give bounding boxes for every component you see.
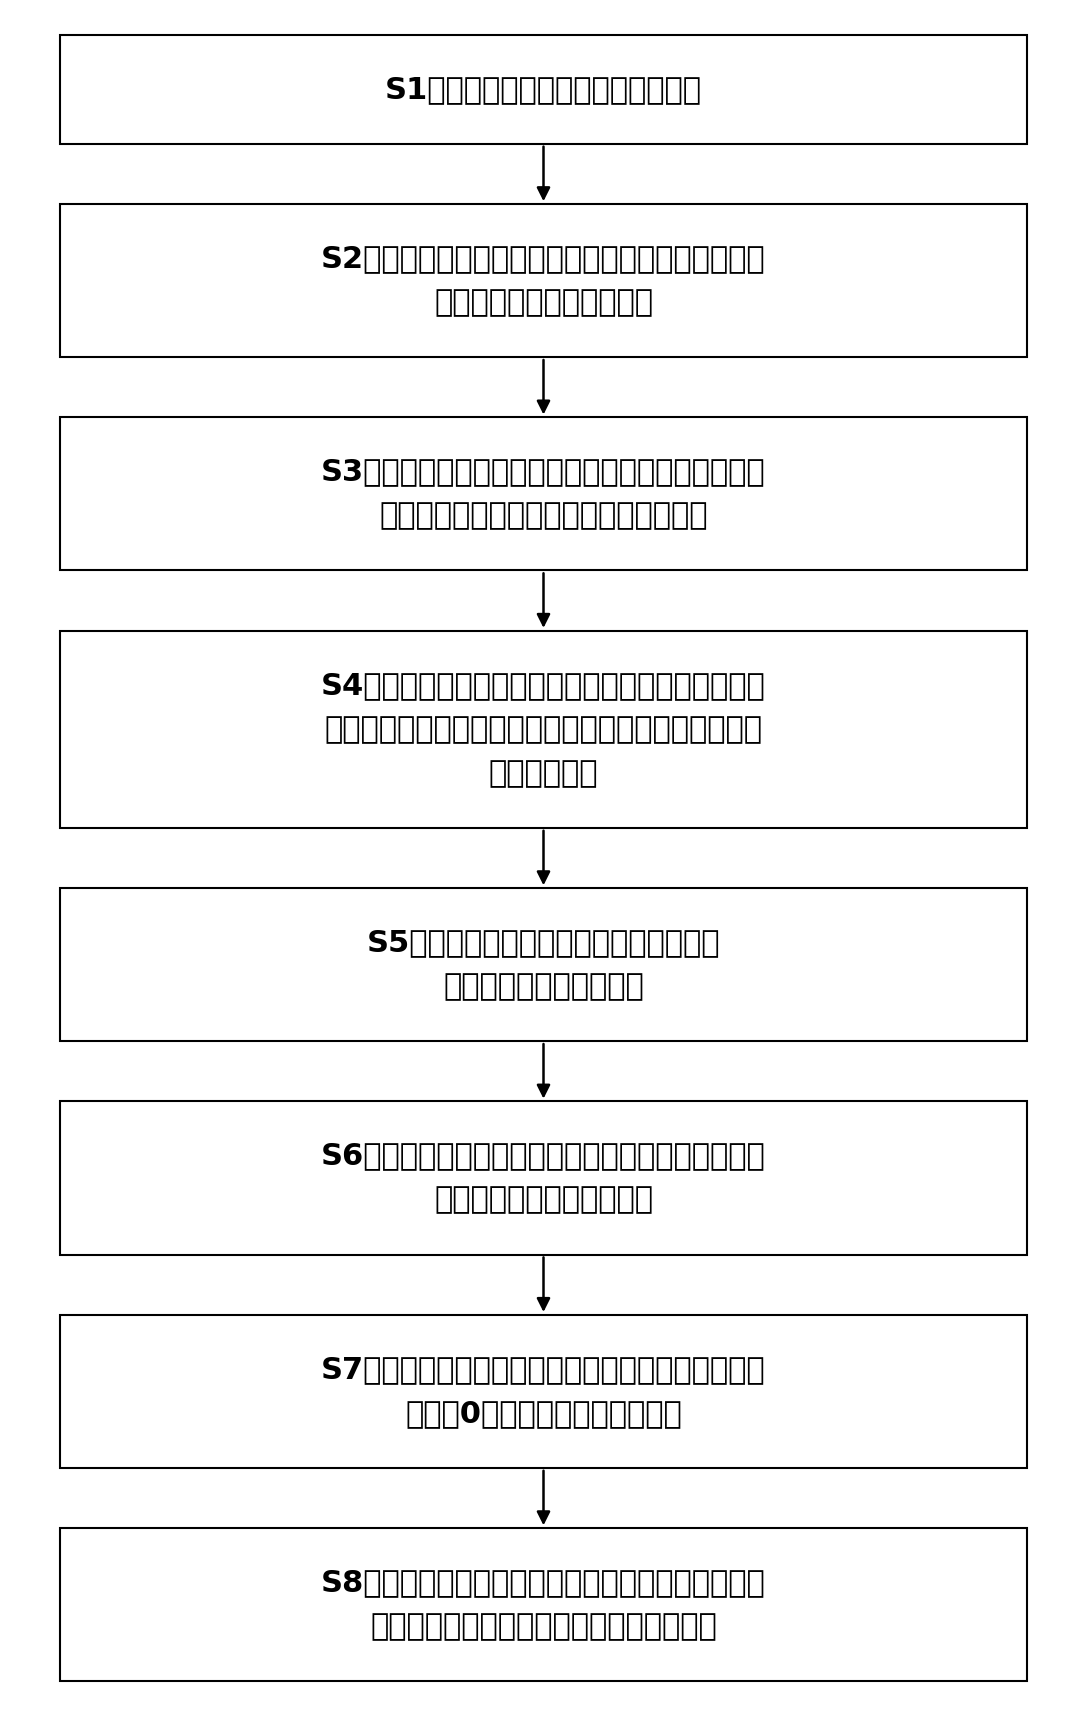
Text: 于预设差值时，获取与所述红外图像当前帧对应的可见: 于预设差值时，获取与所述红外图像当前帧对应的可见 <box>325 716 762 743</box>
Text: 脸个数，得到第二人脸个数: 脸个数，得到第二人脸个数 <box>434 1186 653 1215</box>
Text: 个数，得到第一人脸个数: 个数，得到第一人脸个数 <box>443 973 644 1000</box>
Text: 光图像当前帧: 光图像当前帧 <box>489 758 598 788</box>
Text: S3、获取红外图像当前帧的上一帧图像中温度大于或: S3、获取红外图像当前帧的上一帧图像中温度大于或 <box>321 458 766 486</box>
Bar <box>60 1102 1027 1254</box>
Bar <box>60 889 1027 1042</box>
Text: 等于预设温度的像素值，得到第二像素值: 等于预设温度的像素值，得到第二像素值 <box>379 501 708 530</box>
Text: S6、获取所述可见光图像当前帧的上一帧图像中的人: S6、获取所述可见光图像当前帧的上一帧图像中的人 <box>321 1141 766 1170</box>
Text: S1、分别获取红外图像和可见光图像: S1、分别获取红外图像和可见光图像 <box>385 76 702 103</box>
Text: S7、当所述第一人脸个数与第二人脸个数的差值大于: S7、当所述第一人脸个数与第二人脸个数的差值大于 <box>321 1356 766 1383</box>
Text: 第二人脸个数的差值，得到当前累计人脸数: 第二人脸个数的差值，得到当前累计人脸数 <box>371 1613 716 1640</box>
Bar <box>60 417 1027 570</box>
Text: S2、获取红外图像当前帧中温度大于或等于预设温度: S2、获取红外图像当前帧中温度大于或等于预设温度 <box>321 244 766 273</box>
Bar <box>60 631 1027 827</box>
Text: S5、获取所述可见光图像当前帧中的人脸: S5、获取所述可见光图像当前帧中的人脸 <box>366 928 721 958</box>
Text: S8、将所述历史累计人脸数加上所述第一人脸个数与: S8、将所述历史累计人脸数加上所述第一人脸个数与 <box>321 1568 766 1598</box>
Text: 或等于0时，获取历史累计人脸数: 或等于0时，获取历史累计人脸数 <box>405 1399 682 1428</box>
Bar <box>60 204 1027 357</box>
Text: S4、当所述第一像素值与第二像素值的差值大于或等: S4、当所述第一像素值与第二像素值的差值大于或等 <box>321 671 766 700</box>
Text: 的像素值，得到第一像素值: 的像素值，得到第一像素值 <box>434 288 653 317</box>
Bar <box>60 34 1027 144</box>
Bar <box>60 1529 1027 1682</box>
Bar <box>60 1314 1027 1467</box>
